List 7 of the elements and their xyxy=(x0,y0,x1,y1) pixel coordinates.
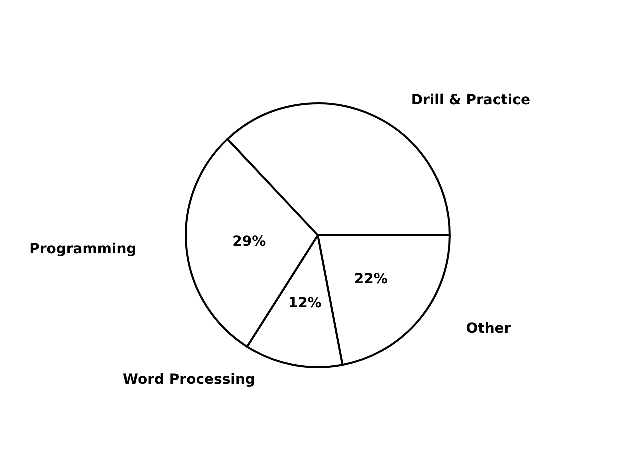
slice-label: Programming xyxy=(30,241,137,258)
data-label: 12% xyxy=(288,295,322,312)
slice-label: Other xyxy=(466,321,512,338)
data-label: 22% xyxy=(354,271,388,288)
slice-label: Word Processing xyxy=(123,372,256,388)
slice-label: Drill & Practice xyxy=(411,92,530,109)
data-label: 29% xyxy=(232,234,266,250)
